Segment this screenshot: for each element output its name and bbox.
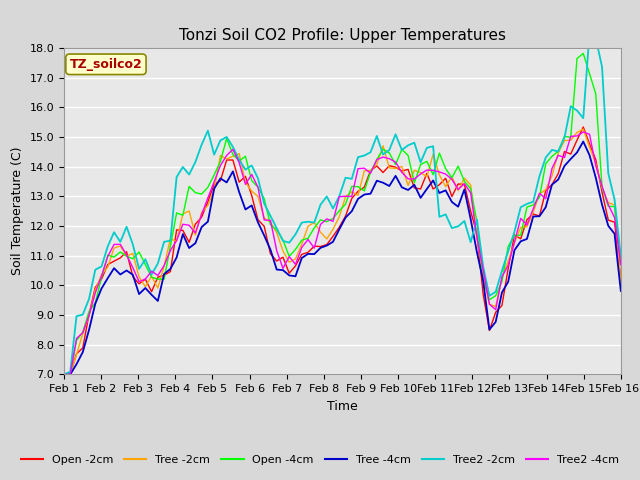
Tree2 -4cm <box>135 279 143 285</box>
Open -2cm <box>448 193 456 199</box>
Tree -2cm <box>598 185 606 191</box>
Tree -2cm <box>536 191 543 197</box>
Open -2cm <box>579 124 587 130</box>
Tree2 -2cm <box>60 372 68 377</box>
Open -2cm <box>598 189 606 195</box>
Tree -2cm <box>135 274 143 280</box>
X-axis label: Time: Time <box>327 400 358 413</box>
Tree -2cm <box>579 126 587 132</box>
Tree2 -4cm <box>617 262 625 268</box>
Y-axis label: Soil Temperature (C): Soil Temperature (C) <box>11 147 24 276</box>
Open -2cm <box>617 276 625 282</box>
Line: Tree -2cm: Tree -2cm <box>64 129 621 374</box>
Tree -4cm <box>598 202 606 207</box>
Tree -4cm <box>448 199 456 205</box>
Open -2cm <box>536 213 543 219</box>
Legend: Open -2cm, Tree -2cm, Open -4cm, Tree -4cm, Tree2 -2cm, Tree2 -4cm: Open -2cm, Tree -2cm, Open -4cm, Tree -4… <box>16 451 624 469</box>
Line: Open -2cm: Open -2cm <box>64 127 621 374</box>
Line: Tree -4cm: Tree -4cm <box>64 142 621 374</box>
Tree2 -4cm <box>523 222 531 228</box>
Open -4cm <box>598 184 606 190</box>
Tree -4cm <box>617 288 625 294</box>
Tree -4cm <box>229 168 237 174</box>
Tree2 -4cm <box>448 176 456 182</box>
Open -4cm <box>448 175 456 180</box>
Open -4cm <box>579 50 587 56</box>
Open -2cm <box>135 281 143 287</box>
Open -4cm <box>617 260 625 265</box>
Tree2 -2cm <box>135 266 143 272</box>
Tree2 -2cm <box>617 253 625 259</box>
Tree2 -4cm <box>229 146 237 152</box>
Text: TZ_soilco2: TZ_soilco2 <box>70 58 142 71</box>
Tree -2cm <box>617 280 625 286</box>
Tree -4cm <box>536 214 543 219</box>
Tree2 -4cm <box>598 183 606 189</box>
Tree2 -2cm <box>229 144 237 150</box>
Line: Tree2 -2cm: Tree2 -2cm <box>64 33 621 374</box>
Open -4cm <box>60 372 68 377</box>
Tree -2cm <box>448 174 456 180</box>
Open -2cm <box>229 157 237 163</box>
Tree -2cm <box>523 224 531 229</box>
Tree -4cm <box>523 236 531 242</box>
Tree -4cm <box>60 372 68 377</box>
Tree2 -2cm <box>586 30 593 36</box>
Line: Tree2 -4cm: Tree2 -4cm <box>64 132 621 374</box>
Open -4cm <box>229 152 237 157</box>
Title: Tonzi Soil CO2 Profile: Upper Temperatures: Tonzi Soil CO2 Profile: Upper Temperatur… <box>179 28 506 43</box>
Tree2 -2cm <box>536 173 543 179</box>
Tree2 -2cm <box>448 225 456 231</box>
Tree2 -2cm <box>598 64 606 70</box>
Tree -2cm <box>229 154 237 159</box>
Line: Open -4cm: Open -4cm <box>64 53 621 374</box>
Tree -4cm <box>135 291 143 297</box>
Tree -2cm <box>60 372 68 377</box>
Tree2 -4cm <box>60 372 68 377</box>
Tree2 -4cm <box>536 191 543 196</box>
Open -4cm <box>536 194 543 200</box>
Tree2 -4cm <box>579 129 587 135</box>
Open -2cm <box>60 372 68 377</box>
Open -4cm <box>135 249 143 255</box>
Tree -4cm <box>579 139 587 144</box>
Open -4cm <box>523 204 531 210</box>
Open -2cm <box>523 216 531 222</box>
Tree2 -2cm <box>523 201 531 207</box>
